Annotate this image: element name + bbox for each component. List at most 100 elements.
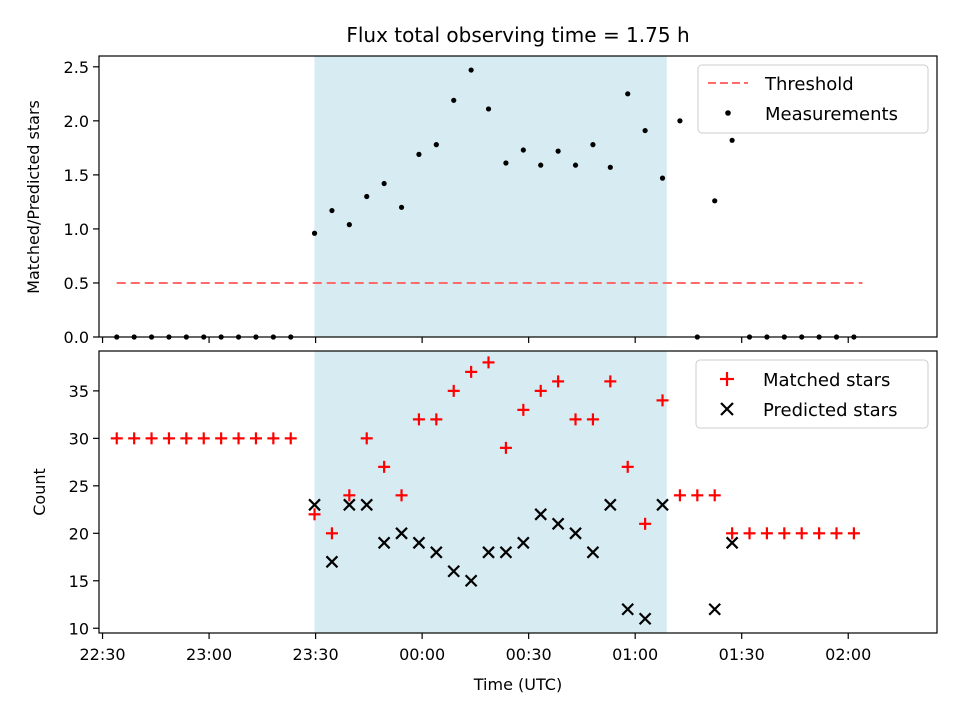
measurement-point: [538, 162, 544, 168]
predicted-star-point: [656, 498, 669, 512]
predicted-star-point: [517, 536, 530, 550]
matched-star-point: [830, 527, 843, 540]
matched-star-point: [847, 527, 860, 540]
measurement-point: [607, 164, 613, 170]
legend-measurements-label: Measurements: [765, 104, 898, 125]
predicted-star-point: [499, 546, 513, 559]
matched-star-point: [691, 489, 704, 502]
predicted-star-point: [604, 498, 617, 512]
predicted-star-point: [430, 546, 443, 559]
x-tick-label: 00:00: [399, 645, 445, 664]
ratio-y-axis-label: Matched/Predicted stars: [24, 100, 43, 294]
count-y-tick-label: 30: [69, 429, 89, 448]
x-tick-label: 00:30: [506, 645, 552, 664]
measurement-point: [468, 67, 474, 73]
measurement-point: [416, 151, 422, 157]
x-tick-label: 23:30: [293, 645, 339, 664]
x-tick-label: 01:00: [612, 645, 658, 664]
matched-star-point: [760, 527, 773, 540]
matched-star-point: [465, 365, 478, 378]
ratio-y-tick-label: 2.0: [64, 112, 89, 131]
ratio-y-tick-label: 0.0: [64, 328, 89, 347]
matched-star-point: [517, 403, 530, 416]
legend-matched-swatch: [720, 372, 734, 386]
ratio-panel: 0.0 0.5 1.0 1.5 2.0 2.5 Matched/Predicted sta…: [24, 55, 938, 347]
measurement-point: [572, 162, 579, 168]
matched-star-point: [110, 432, 123, 445]
predicted-star-point: [377, 536, 391, 550]
legend-measurements-swatch: [725, 110, 731, 116]
matched-star-point: [162, 432, 175, 445]
ratio-y-tick-label: 1.5: [64, 166, 89, 185]
measurement-point: [590, 142, 596, 148]
matched-star-point: [534, 384, 547, 397]
ratio-y-tick-label: 2.5: [64, 58, 89, 77]
matched-star-point: [308, 508, 321, 521]
count-panel: 10 15 20 25 30 35 22:30 23:00 23:30 00:00 00:30 01…: [30, 350, 938, 694]
measurement-point: [311, 230, 318, 236]
count-panel-frame: [98, 350, 938, 634]
measurement-point: [729, 137, 735, 143]
predicted-star-point: [308, 498, 321, 512]
matched-star-point: [267, 432, 280, 445]
count-legend-box: [695, 359, 929, 429]
measurement-point: [381, 180, 387, 187]
count-observing-span: [314, 351, 667, 633]
count-y-axis-label: Count: [30, 468, 49, 516]
matched-star-point: [743, 527, 756, 540]
legend-predicted-label: Predicted stars: [763, 400, 897, 421]
matched-star-point: [145, 432, 158, 445]
predicted-star-point: [343, 498, 356, 512]
ratio-y-tick-label: 0.5: [64, 274, 89, 293]
measurement-point: [520, 147, 526, 153]
matched-star-point: [197, 432, 210, 445]
count-legend: Matched stars Predicted stars: [695, 359, 929, 429]
measurement-point: [625, 91, 631, 97]
count-y-tick-label: 35: [69, 382, 89, 401]
matched-star-point: [412, 413, 425, 426]
matched-star-point: [447, 384, 460, 397]
measurement-point: [346, 222, 352, 228]
matched-star-point: [482, 356, 495, 369]
matched-star-point: [708, 489, 721, 502]
matched-star-point: [673, 489, 686, 502]
x-tick-label: 02:00: [825, 645, 871, 664]
matched-star-point: [343, 489, 356, 502]
matched-star-point: [378, 460, 391, 473]
count-y-tick-label: 15: [69, 572, 89, 591]
predicted-star-point: [725, 536, 739, 550]
measurement-point: [433, 142, 439, 148]
matched-star-point: [284, 432, 297, 445]
legend-threshold-label: Threshold: [764, 74, 854, 95]
predicted-star-point: [621, 602, 634, 616]
matched-star-point: [621, 460, 634, 473]
measurement-point: [451, 97, 457, 103]
measurement-point: [712, 198, 718, 204]
legend-predicted-swatch: [720, 402, 734, 416]
ratio-observing-span: [314, 56, 667, 337]
matched-star-point: [795, 527, 808, 540]
chart-title: Flux total observing time = 1.75 h: [346, 23, 689, 47]
measurement-point: [555, 148, 561, 154]
count-y-tick-label: 25: [69, 477, 89, 496]
matched-star-point: [604, 375, 617, 388]
predicted-star-point: [464, 574, 478, 588]
measurement-point: [642, 127, 648, 134]
predicted-star-point: [447, 565, 461, 578]
measurement-point: [398, 204, 405, 210]
matched-star-point: [813, 527, 826, 540]
matched-star-point: [778, 527, 791, 540]
matched-star-point: [639, 517, 652, 530]
matched-star-point: [586, 413, 599, 426]
matched-star-point: [249, 432, 262, 445]
x-tick-label: 23:00: [186, 645, 232, 664]
matched-star-point: [395, 489, 408, 502]
matched-star-point: [552, 375, 565, 388]
matched-star-point: [232, 432, 245, 445]
matched-star-point: [656, 394, 669, 407]
matched-star-point: [569, 413, 582, 426]
x-axis-label: Time (UTC): [473, 675, 562, 694]
measurement-point: [364, 193, 370, 200]
predicted-star-point: [551, 517, 565, 531]
